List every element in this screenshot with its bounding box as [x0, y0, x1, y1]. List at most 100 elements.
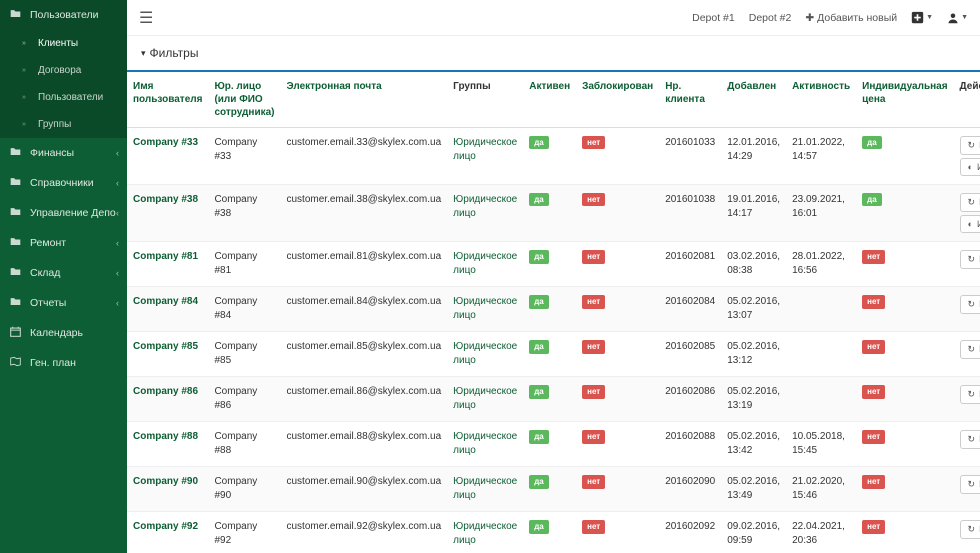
depot-link-1[interactable]: Depot #1: [692, 12, 735, 24]
history-icon: ↻: [968, 523, 976, 536]
sidebar-item-3[interactable]: Управление Депо‹: [0, 198, 127, 228]
legal-cell: Company #84: [208, 287, 280, 332]
company-link[interactable]: Company #33: [133, 137, 198, 148]
company-link[interactable]: Company #81: [133, 251, 198, 262]
bullet-icon: »: [22, 67, 32, 74]
history-button[interactable]: ↻История: [960, 385, 980, 404]
company-link[interactable]: Company #85: [133, 341, 198, 352]
plus-box-icon: [911, 11, 924, 24]
history-button[interactable]: ↻История: [960, 295, 980, 314]
menu-toggle-icon[interactable]: ☰: [139, 8, 153, 28]
history-button[interactable]: ↻История: [960, 250, 980, 269]
group-link[interactable]: Юридическое лицо: [453, 431, 517, 456]
company-link[interactable]: Company #38: [133, 194, 198, 205]
sidebar-sub-item-2[interactable]: »Пользователи: [0, 84, 127, 111]
sidebar: Пользователи »Клиенты»Договора»Пользовате…: [0, 0, 127, 553]
history-button[interactable]: ↻История: [960, 475, 980, 494]
group-link[interactable]: Юридическое лицо: [453, 341, 517, 366]
folder-icon: [10, 236, 24, 250]
chevron-left-icon: ‹: [116, 238, 119, 248]
history-button[interactable]: ↻История: [960, 430, 980, 449]
th-legal[interactable]: Юр. лицо (или ФИО сотрудника): [208, 72, 280, 128]
sidebar-item-1[interactable]: Финансы‹: [0, 138, 127, 168]
company-link[interactable]: Company #90: [133, 476, 198, 487]
group-link[interactable]: Юридическое лицо: [453, 194, 517, 219]
add-box-button[interactable]: ▼: [911, 11, 933, 24]
sidebar-item-0[interactable]: Пользователи: [0, 0, 127, 30]
user-menu-button[interactable]: ▼: [947, 12, 968, 24]
table-row: Company #88Company #88customer.email.88@…: [127, 422, 980, 467]
th-activity[interactable]: Активность: [786, 72, 856, 128]
sidebar-item-8[interactable]: Ген. план: [0, 348, 127, 378]
table-row: Company #90Company #90customer.email.90@…: [127, 467, 980, 512]
th-added[interactable]: Добавлен: [721, 72, 786, 128]
history-button[interactable]: ↻История: [960, 193, 980, 212]
sidebar-sub-item-3[interactable]: »Группы: [0, 111, 127, 138]
chevron-left-icon: ‹: [116, 208, 119, 218]
legal-cell: Company #85: [208, 332, 280, 377]
depot-link-2[interactable]: Depot #2: [749, 12, 792, 24]
group-link[interactable]: Юридическое лицо: [453, 476, 517, 501]
individual-services-button[interactable]: ◐Индивидуальные услуги: [960, 158, 980, 177]
sidebar-item-label: Пользователи: [30, 9, 99, 21]
price-badge: нет: [862, 520, 885, 533]
bullet-icon: »: [22, 94, 32, 101]
legal-cell: Company #92: [208, 512, 280, 553]
blocked-badge: нет: [582, 193, 605, 206]
services-icon: ◐: [968, 218, 973, 231]
caret-down-icon: ▾: [141, 48, 146, 59]
filters-toggle[interactable]: ▾ Фильтры: [127, 36, 980, 72]
company-link[interactable]: Company #88: [133, 431, 198, 442]
sidebar-item-5[interactable]: Склад‹: [0, 258, 127, 288]
table-row: Company #84Company #84customer.email.84@…: [127, 287, 980, 332]
topbar: ☰ Depot #1 Depot #2 ✚ Добавить новый ▼ ▼: [127, 0, 980, 36]
active-badge: да: [529, 193, 549, 206]
sidebar-item-6[interactable]: Отчеты‹: [0, 288, 127, 318]
th-active[interactable]: Активен: [523, 72, 576, 128]
table-row: Company #33Company #33customer.email.33@…: [127, 128, 980, 185]
sidebar-item-2[interactable]: Справочники‹: [0, 168, 127, 198]
activity-cell: [786, 332, 856, 377]
th-username[interactable]: Имя пользователя: [127, 72, 208, 128]
group-link[interactable]: Юридическое лицо: [453, 521, 517, 546]
email-cell: customer.email.86@skylex.com.ua: [281, 377, 448, 422]
activity-cell: [786, 377, 856, 422]
history-button[interactable]: ↻История: [960, 136, 980, 155]
client-no-cell: 201602081: [659, 242, 721, 287]
added-cell: 12.01.2016, 14:29: [721, 128, 786, 185]
history-icon: ↻: [968, 139, 976, 152]
company-link[interactable]: Company #84: [133, 296, 198, 307]
add-new-button[interactable]: ✚ Добавить новый: [805, 12, 897, 24]
table-container: Имя пользователя Юр. лицо (или ФИО сотру…: [127, 72, 980, 553]
sidebar-item-label: Финансы: [30, 147, 74, 159]
group-link[interactable]: Юридическое лицо: [453, 251, 517, 276]
company-link[interactable]: Company #86: [133, 386, 198, 397]
th-client-no[interactable]: Нр. клиента: [659, 72, 721, 128]
group-link[interactable]: Юридическое лицо: [453, 296, 517, 321]
folder-icon: [10, 206, 24, 220]
client-no-cell: 201601033: [659, 128, 721, 185]
email-cell: customer.email.81@skylex.com.ua: [281, 242, 448, 287]
th-email[interactable]: Электронная почта: [281, 72, 448, 128]
email-cell: customer.email.38@skylex.com.ua: [281, 185, 448, 242]
client-no-cell: 201602088: [659, 422, 721, 467]
th-price[interactable]: Индивидуальная цена: [856, 72, 953, 128]
email-cell: customer.email.33@skylex.com.ua: [281, 128, 448, 185]
sidebar-item-7[interactable]: Календарь: [0, 318, 127, 348]
sidebar-item-label: Управление Депо: [30, 207, 116, 219]
history-button[interactable]: ↻История: [960, 520, 980, 539]
group-link[interactable]: Юридическое лицо: [453, 137, 517, 162]
sidebar-sub-item-0[interactable]: »Клиенты: [0, 30, 127, 57]
individual-services-button[interactable]: ◐Индивидуальные услуги: [960, 215, 980, 234]
sidebar-sub-item-1[interactable]: »Договора: [0, 57, 127, 84]
th-blocked[interactable]: Заблокирован: [576, 72, 659, 128]
blocked-badge: нет: [582, 475, 605, 488]
active-badge: да: [529, 250, 549, 263]
activity-cell: 21.01.2022, 14:57: [786, 128, 856, 185]
company-link[interactable]: Company #92: [133, 521, 198, 532]
history-button[interactable]: ↻История: [960, 340, 980, 359]
group-link[interactable]: Юридическое лицо: [453, 386, 517, 411]
active-badge: да: [529, 340, 549, 353]
sidebar-item-4[interactable]: Ремонт‹: [0, 228, 127, 258]
blocked-badge: нет: [582, 136, 605, 149]
